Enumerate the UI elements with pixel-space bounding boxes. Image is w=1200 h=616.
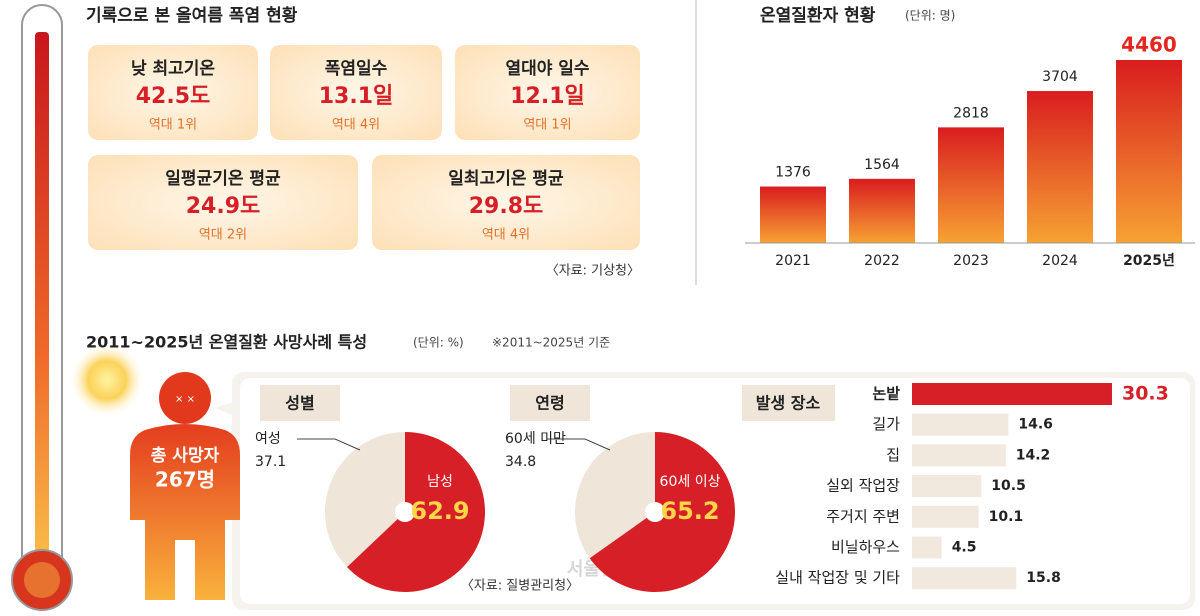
bar xyxy=(760,186,826,243)
slice-label: 60세 이상 xyxy=(660,474,721,490)
sun xyxy=(69,342,145,418)
pie-slice xyxy=(324,432,405,568)
value-label: 10.1 xyxy=(989,509,1024,525)
category-label: 길가 xyxy=(872,415,900,433)
value-label: 3704 xyxy=(1042,69,1078,85)
value-label: 15.8 xyxy=(1026,570,1061,586)
category-label: 실내 작업장 및 기타 xyxy=(775,569,900,587)
bar xyxy=(912,475,982,498)
note: ※2011~2025년 기준 xyxy=(492,336,610,350)
pie-slice xyxy=(347,432,486,592)
card-rank: 역대 4위 xyxy=(332,118,380,133)
leader-line xyxy=(547,438,611,451)
divider xyxy=(695,0,697,285)
bar xyxy=(912,444,1006,467)
bar xyxy=(912,413,1009,436)
hbar-title-box xyxy=(742,385,835,421)
bar xyxy=(1116,60,1182,243)
stat-card xyxy=(455,45,640,140)
thermometer xyxy=(11,4,73,611)
stat-card xyxy=(270,45,442,140)
pie-hole xyxy=(395,502,415,522)
stats-title: 기록으로 본 올여름 폭염 현황 xyxy=(86,6,298,26)
bar xyxy=(912,567,1017,590)
chart-subtitle: (단위: 명) xyxy=(905,9,955,23)
x-tick-label: 2024 xyxy=(1042,253,1078,269)
bar xyxy=(938,127,1004,243)
bar xyxy=(912,536,942,559)
stat-card xyxy=(88,155,358,250)
total-label: 총 사망자 xyxy=(151,446,220,466)
card-value: 13.1일 xyxy=(319,84,394,109)
bar xyxy=(912,383,1112,405)
category-label: 실외 작업장 xyxy=(826,477,900,495)
source: 〈자료: 질병관리청〉 xyxy=(461,579,579,594)
x-tick-label: 2022 xyxy=(864,253,900,269)
slice-value: 62.9 xyxy=(410,497,469,525)
pie-title-box xyxy=(260,385,340,421)
value-label: 1376 xyxy=(775,165,811,181)
card-label: 일최고기온 평균 xyxy=(448,169,564,189)
x-tick-label: 2021 xyxy=(775,253,811,269)
svg-text:× ×: × × xyxy=(175,394,195,405)
leader-line xyxy=(297,438,361,451)
card-rank: 역대 2위 xyxy=(199,228,247,243)
card-value: 29.8도 xyxy=(469,194,544,219)
slice-label: 남성 xyxy=(427,474,453,490)
pie-slice xyxy=(575,432,655,559)
value-label: 1564 xyxy=(864,157,900,173)
x-tick-label: 2025년 xyxy=(1123,253,1175,269)
chart-title: 온열질환자 현황 xyxy=(760,5,876,26)
hbar-title: 발생 장소 xyxy=(756,394,821,413)
card-label: 낮 최고기온 xyxy=(131,59,215,79)
slice-label: 60세 미만 xyxy=(505,431,566,447)
pie-title: 연령 xyxy=(535,394,564,413)
category-label: 논밭 xyxy=(872,385,900,403)
card-value: 24.9도 xyxy=(186,194,261,219)
value-label: 14.6 xyxy=(1018,417,1053,433)
card-label: 폭염일수 xyxy=(325,59,388,79)
section-title: 2011~2025년 온열질환 사망사례 특성 xyxy=(86,333,367,352)
card-value: 42.5도 xyxy=(136,84,211,109)
card-rank: 역대 4위 xyxy=(482,228,530,243)
person: × × xyxy=(130,372,240,600)
value-label: 30.3 xyxy=(1122,383,1169,405)
value-label: 10.5 xyxy=(991,478,1026,494)
bar xyxy=(1027,91,1093,243)
category-label: 집 xyxy=(886,446,900,464)
card-rank: 역대 1위 xyxy=(149,118,197,133)
value-label: 14.2 xyxy=(1016,447,1051,463)
stat-card xyxy=(88,45,258,140)
pie-title: 성별 xyxy=(285,394,314,413)
value-label: 2818 xyxy=(953,105,989,121)
total: 267명 xyxy=(155,468,215,492)
card-label: 열대야 일수 xyxy=(505,59,589,79)
slice-value: 37.1 xyxy=(255,454,286,470)
slice-value: 65.2 xyxy=(660,497,719,525)
category-label: 주거지 주변 xyxy=(826,507,900,525)
slice-label: 여성 xyxy=(255,431,281,447)
stat-card xyxy=(372,155,640,250)
source: 〈자료: 기상청〉 xyxy=(546,264,640,279)
pie-hole xyxy=(645,502,665,522)
card-value: 12.1일 xyxy=(510,84,585,109)
pie-title-box xyxy=(510,385,590,421)
card-label: 일평균기온 평균 xyxy=(165,169,281,189)
value-label: 4.5 xyxy=(952,540,977,556)
x-tick-label: 2023 xyxy=(953,253,989,269)
value-label: 4460 xyxy=(1121,33,1177,57)
bar xyxy=(849,178,915,243)
bar xyxy=(912,505,979,528)
unit: (단위: %) xyxy=(413,336,464,350)
card-rank: 역대 1위 xyxy=(523,118,571,133)
slice-value: 34.8 xyxy=(505,454,536,470)
category-label: 비닐하우스 xyxy=(831,538,900,556)
